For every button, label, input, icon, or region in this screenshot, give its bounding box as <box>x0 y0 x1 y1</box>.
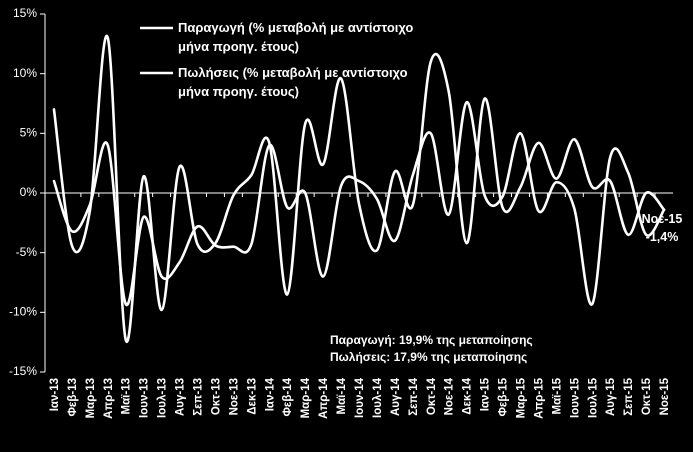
x-tick-label: Απρ-13 <box>103 378 115 419</box>
y-axis-ticks: 15% 10% 5% 0% -5% -10% -15% <box>9 6 45 378</box>
last-point-value-label: -1,4% <box>646 230 679 244</box>
x-axis-ticks: Ιαν-13 Φεβ-13 Μαρ-13 Απρ-13 Μαϊ-13 Ιουν-13 Ιου… <box>44 193 671 419</box>
x-tick-label: Φεβ-13 <box>67 378 79 417</box>
legend-label-sales-line1: Πωλήσεις (% μεταβολή με αντίστοιχο <box>178 65 408 80</box>
x-tick-label: Φεβ-15 <box>498 377 510 416</box>
last-point-category-label: Νοε-15 <box>642 212 683 226</box>
legend: Παραγωγή (% μεταβολή με αντίστοιχο μήνα … <box>140 20 413 99</box>
x-tick-label: Σεπ-13 <box>193 378 205 416</box>
x-tick-label: Νοε-13 <box>228 378 240 415</box>
x-tick-label: Ιουλ-13 <box>157 378 169 418</box>
x-tick-label: Μαρ-14 <box>300 377 312 418</box>
x-tick-label: Οκτ-14 <box>426 377 438 415</box>
y-tick-label: 15% <box>13 6 37 20</box>
x-tick-label: Νοε-14 <box>444 377 456 415</box>
x-tick-label: Ιουλ-14 <box>372 377 384 418</box>
annotation-production-share: Παραγωγή: 19,9% της μεταποίησης <box>330 333 533 347</box>
x-tick-label: Ιαν-13 <box>49 378 61 411</box>
x-tick-label: Σεπ-15 <box>623 377 635 415</box>
x-tick-label: Ιαν-14 <box>264 377 276 411</box>
series-line-sales <box>52 34 666 344</box>
x-tick-label: Οκτ-15 <box>641 377 653 415</box>
x-tick-label: Νοε-15 <box>659 377 671 415</box>
y-tick-label: -5% <box>16 245 38 259</box>
x-tick-label: Φεβ-14 <box>282 377 294 416</box>
x-tick-label: Ιουλ-15 <box>587 377 599 418</box>
x-tick-label: Μαϊ-15 <box>551 377 563 414</box>
series-lines <box>52 34 666 344</box>
y-tick-label: 5% <box>20 126 38 140</box>
series-line-production <box>52 100 666 307</box>
x-tick-label: Οκτ-13 <box>210 378 222 415</box>
legend-label-sales-line2: μήνα προηγ. έτους) <box>178 84 299 99</box>
x-tick-label: Μαρ-13 <box>85 378 97 418</box>
x-tick-label: Δεκ-14 <box>462 377 474 414</box>
y-tick-label: 0% <box>20 185 38 199</box>
legend-label-production-line2: μήνα προηγ. έτους) <box>178 39 299 54</box>
x-tick-label: Ιουν-15 <box>569 377 581 418</box>
x-tick-label: Σεπ-14 <box>408 377 420 415</box>
x-tick-label: Αυγ-14 <box>390 377 402 416</box>
legend-label-production-line1: Παραγωγή (% μεταβολή με αντίστοιχο <box>178 20 413 35</box>
x-tick-label: Ιαν-15 <box>480 377 492 411</box>
annotation-sales-share: Πωλήσεις: 17,9% της μεταποίησης <box>330 350 527 364</box>
x-tick-label: Αυγ-13 <box>175 378 187 416</box>
x-tick-label: Μαϊ-13 <box>121 378 133 414</box>
x-tick-label: Ιουν-13 <box>139 378 151 418</box>
x-tick-label: Ιουν-14 <box>354 377 366 418</box>
x-tick-label: Απρ-14 <box>318 377 330 418</box>
x-tick-label: Απρ-15 <box>533 377 545 418</box>
x-tick-label: Αυγ-15 <box>605 377 617 416</box>
y-tick-label: -15% <box>9 364 37 378</box>
y-tick-label: 10% <box>13 66 37 80</box>
x-tick-label: Μαϊ-14 <box>336 377 348 414</box>
x-tick-label: Μαρ-15 <box>515 377 527 418</box>
x-tick-label: Δεκ-13 <box>246 378 258 415</box>
y-tick-label: -10% <box>9 305 37 319</box>
